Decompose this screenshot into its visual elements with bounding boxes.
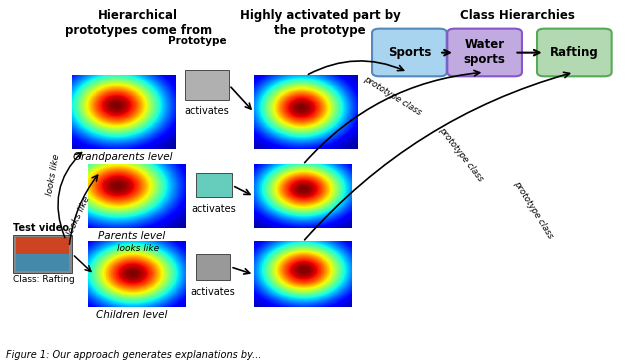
Bar — [13, 235, 72, 273]
Text: Grandparents level: Grandparents level — [73, 152, 172, 162]
Text: looks like: looks like — [65, 195, 92, 237]
FancyBboxPatch shape — [447, 29, 522, 76]
Text: activates: activates — [185, 106, 230, 117]
Text: activates: activates — [191, 287, 236, 296]
Text: Test video: Test video — [13, 223, 68, 233]
Text: Parents level: Parents level — [98, 231, 166, 241]
FancyBboxPatch shape — [372, 29, 447, 76]
Text: Prototype: Prototype — [168, 36, 227, 47]
Text: Figure 1: Our approach generates explanations by...: Figure 1: Our approach generates explana… — [6, 350, 262, 360]
Text: Hierarchical
prototypes come from: Hierarchical prototypes come from — [65, 9, 212, 37]
Text: Rafting: Rafting — [550, 46, 598, 59]
Text: prototype class: prototype class — [437, 126, 485, 183]
Bar — [16, 237, 69, 254]
Bar — [196, 173, 232, 197]
Text: Class Hierarchies: Class Hierarchies — [460, 9, 575, 22]
Bar — [16, 237, 69, 271]
Text: Sports: Sports — [388, 46, 431, 59]
Bar — [196, 254, 230, 280]
Bar — [185, 70, 229, 100]
Text: Class: Rafting: Class: Rafting — [13, 275, 74, 284]
Text: Water
sports: Water sports — [464, 39, 506, 66]
Text: looks like: looks like — [117, 244, 159, 253]
Text: looks like: looks like — [45, 153, 61, 197]
FancyBboxPatch shape — [537, 29, 612, 76]
Text: Children level: Children level — [96, 309, 168, 319]
Text: prototype class: prototype class — [362, 75, 422, 118]
Text: prototype class: prototype class — [512, 179, 555, 240]
Text: Highly activated part by
the prototype: Highly activated part by the prototype — [239, 9, 401, 37]
Text: activates: activates — [191, 204, 236, 214]
